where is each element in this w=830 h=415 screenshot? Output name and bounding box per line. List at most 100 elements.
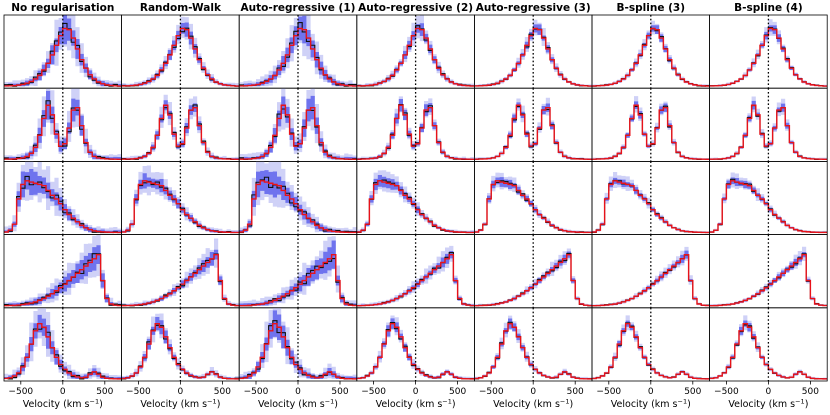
- x-axis-label: Velocity (km s−1): [258, 398, 338, 411]
- estimated-profile-line: [121, 104, 240, 160]
- inner-credible-band: [592, 25, 710, 87]
- x-tick-label: 500: [449, 387, 466, 397]
- x-axis-label-close: ): [452, 399, 456, 410]
- true-profile-line: [4, 180, 122, 234]
- x-tick-label: −500: [126, 387, 151, 397]
- inner-credible-band: [356, 250, 475, 306]
- x-tick-label: 0: [413, 387, 419, 397]
- panel-1-5: [474, 15, 592, 89]
- x-tick-label: 0: [648, 387, 654, 397]
- x-axis-label-close: ): [217, 399, 221, 410]
- panel-2-6: [592, 88, 710, 162]
- outer-credible-band: [239, 88, 357, 160]
- true-profile-line: [4, 253, 122, 307]
- x-tick-label: −500: [244, 387, 269, 397]
- x-axis-label: Velocity (km s−1): [140, 398, 220, 411]
- x-tick-label: −500: [479, 387, 504, 397]
- panel-2-5: [474, 88, 592, 162]
- true-profile-line: [121, 27, 240, 87]
- inner-credible-band: [474, 251, 592, 306]
- x-axis-label-superscript: −1: [207, 398, 217, 406]
- inner-credible-band: [356, 99, 475, 160]
- inner-credible-band: [592, 250, 710, 306]
- panel-3-2: [121, 161, 240, 235]
- x-tick-label: 0: [295, 387, 301, 397]
- x-tick-label: 500: [567, 387, 584, 397]
- estimated-profile-line: [592, 105, 710, 160]
- estimated-profile-line: [356, 104, 475, 160]
- x-tick-label: 500: [802, 387, 819, 397]
- true-profile-line: [239, 104, 357, 160]
- x-axis-label-superscript: −1: [678, 398, 688, 406]
- inner-credible-band: [474, 24, 592, 87]
- true-profile-line: [356, 180, 475, 234]
- panel-3-5: [474, 161, 592, 235]
- true-profile-line: [709, 27, 828, 87]
- x-axis-label-superscript: −1: [325, 398, 335, 406]
- panel-2-3: [239, 88, 357, 162]
- true-profile-line: [474, 27, 592, 87]
- x-axis-label-text: Velocity (km s: [493, 399, 560, 410]
- panel-4-7: [709, 234, 828, 308]
- true-profile-line: [592, 322, 710, 380]
- inner-credible-band: [121, 173, 240, 233]
- panel-3-1: [4, 161, 122, 235]
- column-title: B-spline (3): [617, 2, 685, 14]
- x-axis-label-text: Velocity (km s: [728, 399, 795, 410]
- x-axis-label: Velocity (km s−1): [493, 398, 573, 411]
- true-profile-line: [121, 322, 240, 380]
- panel-4-5: [474, 234, 592, 308]
- inner-credible-band: [121, 100, 240, 160]
- x-tick-label: 0: [178, 387, 184, 397]
- true-profile-line: [474, 180, 592, 234]
- true-profile-line: [592, 180, 710, 234]
- x-axis-label-text: Velocity (km s: [23, 399, 90, 410]
- column-title: B-spline (4): [734, 2, 802, 14]
- outer-credible-band: [4, 15, 122, 87]
- true-profile-line: [709, 104, 828, 160]
- panel-2-2: [121, 88, 240, 162]
- panel-4-3: [239, 234, 357, 308]
- x-tick-label: 500: [96, 387, 113, 397]
- panel-3-3: [239, 161, 357, 235]
- true-profile-line: [356, 322, 475, 380]
- x-axis-label-superscript: −1: [795, 398, 805, 406]
- true-profile-line: [121, 104, 240, 160]
- panel-2-4: [356, 88, 475, 162]
- panel-1-2: [121, 15, 240, 89]
- true-profile-line: [474, 253, 592, 307]
- x-axis-label-close: ): [334, 399, 338, 410]
- true-profile-line: [121, 180, 240, 234]
- x-axis-label: Velocity (km s−1): [728, 398, 808, 411]
- true-profile-line: [121, 253, 240, 307]
- x-tick-label: 0: [60, 387, 66, 397]
- panel-1-3: [239, 15, 357, 89]
- panel-1-1: [4, 15, 122, 89]
- x-axis-label-superscript: −1: [442, 398, 452, 406]
- x-tick-label: −500: [714, 387, 739, 397]
- panel-3-4: [356, 161, 475, 235]
- panel-4-1: [4, 234, 122, 308]
- true-profile-line: [239, 322, 357, 380]
- panel-5-7: [709, 307, 828, 381]
- estimated-profile-line: [474, 105, 592, 160]
- true-profile-line: [356, 27, 475, 87]
- x-axis-label-text: Velocity (km s: [376, 399, 443, 410]
- true-profile-line: [709, 322, 828, 380]
- column-title: No regularisation: [11, 2, 114, 14]
- panel-3-6: [592, 161, 710, 235]
- x-axis-label: Velocity (km s−1): [23, 398, 103, 411]
- panel-5-1: [4, 307, 122, 381]
- true-profile-line: [592, 104, 710, 160]
- true-profile-line: [4, 322, 122, 380]
- true-profile-line: [239, 180, 357, 234]
- column-title: Auto-regressive (1): [241, 2, 356, 14]
- true-profile-line: [592, 253, 710, 307]
- true-profile-line: [4, 27, 122, 87]
- true-profile-line: [709, 180, 828, 234]
- outer-credible-band: [4, 88, 122, 160]
- x-axis-label-superscript: −1: [560, 398, 570, 406]
- x-axis-label-close: ): [569, 399, 573, 410]
- true-profile-line: [239, 27, 357, 87]
